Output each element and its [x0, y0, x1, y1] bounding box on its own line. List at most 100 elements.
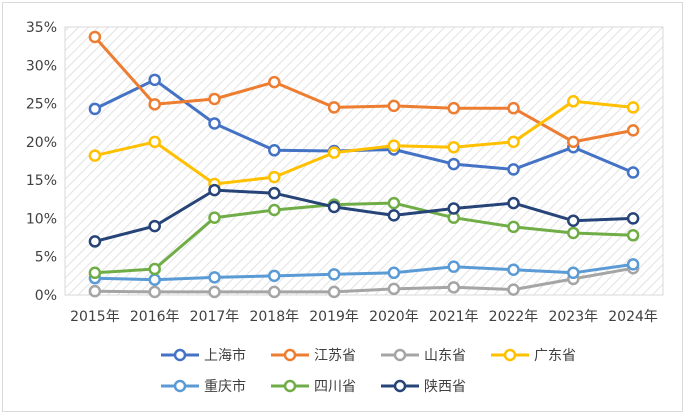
x-tick-label: 2020年: [369, 309, 419, 325]
data-point: [208, 285, 221, 299]
y-tick-label: 0%: [35, 288, 57, 304]
series-line: [94, 99, 634, 186]
data-point: [268, 144, 281, 157]
data-point: [387, 282, 401, 296]
legend-item: 重庆市: [161, 378, 246, 395]
data-point: [626, 101, 640, 114]
data-point: [626, 166, 640, 179]
data-point: [507, 196, 520, 210]
x-tick-label: 2021年: [429, 309, 479, 325]
data-point: [148, 285, 161, 299]
data-point: [148, 135, 161, 149]
legend-label: 四川省: [314, 379, 356, 395]
legend-label: 上海市: [204, 347, 246, 364]
series-layer: [88, 30, 640, 299]
data-point: [268, 75, 281, 89]
data-point: [387, 196, 401, 210]
data-point: [327, 101, 341, 114]
data-point: [88, 149, 102, 162]
data-point: [148, 262, 161, 276]
series-2: [88, 30, 640, 149]
line-chart: 0%5%10%15%20%25%30%35% 2015年 2016年 2017年 20…: [26, 20, 664, 395]
y-tick-label: 30%: [26, 58, 57, 74]
data-point: [327, 200, 341, 214]
data-point: [387, 209, 401, 222]
data-point: [387, 266, 401, 280]
data-point: [327, 268, 341, 281]
data-point: [447, 157, 460, 171]
series-4: [88, 95, 640, 191]
legend-item: 陕西省: [381, 379, 466, 395]
data-point: [507, 283, 520, 296]
data-point: [447, 140, 460, 154]
data-point: [88, 235, 102, 248]
legend-label: 重庆市: [204, 378, 246, 395]
legend-swatch-marker: [173, 348, 187, 362]
data-point: [148, 273, 161, 286]
data-point: [268, 285, 281, 299]
data-point: [567, 226, 580, 240]
data-point: [208, 271, 221, 284]
series-line: [93, 36, 634, 144]
data-point: [268, 170, 281, 184]
data-point: [507, 163, 520, 176]
series-5: [88, 258, 640, 286]
data-point: [327, 285, 341, 299]
data-point: [447, 202, 460, 215]
legend-item: 江苏省: [271, 348, 356, 364]
data-point: [88, 30, 102, 44]
data-point: [268, 203, 281, 217]
data-point: [327, 146, 341, 159]
series-line: [94, 201, 634, 275]
x-axis: 2015年 2016年 2017年 2018年 2019年 2020年 2021年 2022年…: [70, 309, 658, 325]
y-tick-label: 35%: [26, 20, 57, 36]
y-tick-label: 25%: [26, 97, 57, 113]
y-tick-label: 10%: [26, 211, 57, 227]
data-point: [88, 102, 102, 116]
legend-swatch-marker: [283, 348, 297, 362]
x-tick-label: 2017年: [190, 309, 240, 325]
data-point: [447, 260, 460, 273]
data-point: [567, 135, 580, 149]
legend-swatch-marker: [393, 348, 407, 362]
data-point: [567, 95, 580, 108]
legend-label: 陕西省: [424, 379, 466, 395]
x-tick-label: 2022年: [489, 309, 539, 325]
legend-item: 四川省: [271, 379, 356, 395]
data-point: [507, 101, 520, 115]
legend-label: 山东省: [424, 348, 466, 364]
chart-frame: 0% 5% 10% 15% 20% 25% 30% 35% 2015年 2016年 2017年 20…: [2, 2, 683, 412]
legend-item: 广东省: [491, 348, 576, 364]
data-point: [507, 135, 520, 149]
data-point: [567, 214, 580, 227]
legend-item: 山东省: [381, 348, 466, 364]
plot-area: [64, 26, 664, 296]
data-point: [507, 263, 520, 276]
y-tick-label: 15%: [26, 173, 57, 189]
legend-swatch-marker: [503, 348, 517, 362]
data-point: [88, 284, 102, 298]
series-line: [94, 262, 634, 282]
data-point: [148, 219, 161, 233]
legend-label: 广东省: [534, 348, 576, 364]
data-point: [148, 98, 161, 111]
legend-item: 上海市: [161, 347, 246, 364]
data-point: [387, 99, 401, 113]
data-point: [567, 266, 580, 280]
x-tick-label: 2018年: [249, 309, 299, 325]
series-line: [94, 188, 634, 243]
x-tick-label: 2015年: [70, 309, 120, 325]
data-point: [208, 92, 221, 106]
y-axis: 0% 5% 10% 15% 20% 25% 30% 35%: [26, 20, 57, 304]
data-point: [626, 124, 640, 137]
data-point: [447, 101, 460, 115]
y-tick-label: 20%: [26, 135, 57, 151]
legend-label: 江苏省: [314, 348, 356, 364]
data-point: [268, 186, 281, 200]
x-tick-label: 2024年: [608, 309, 658, 325]
legend-swatch-marker: [173, 379, 187, 393]
x-tick-label: 2023年: [548, 309, 598, 325]
data-point: [507, 220, 520, 234]
data-point: [208, 211, 221, 224]
